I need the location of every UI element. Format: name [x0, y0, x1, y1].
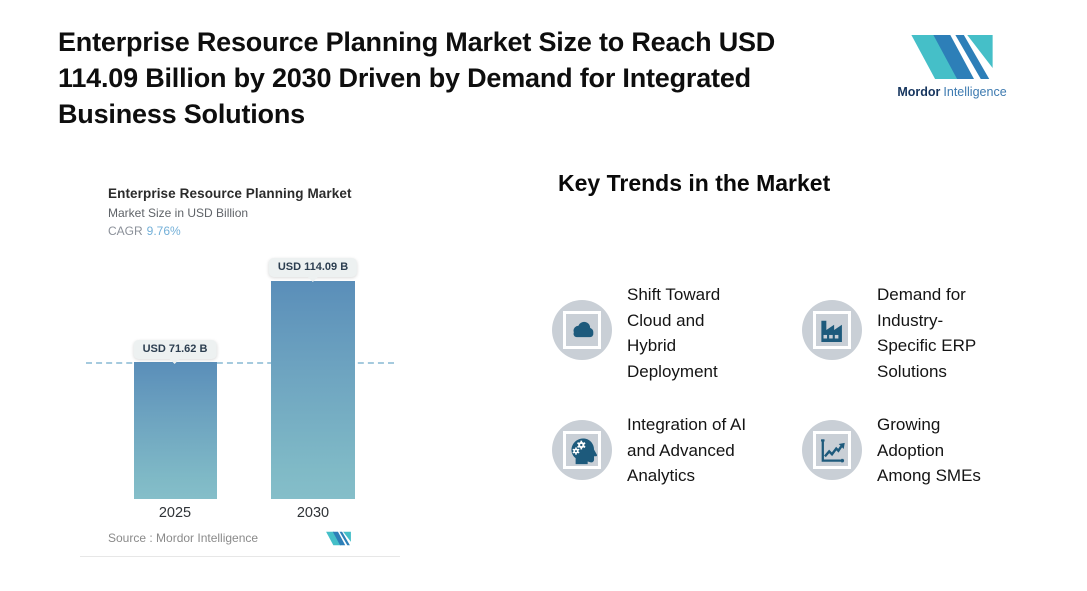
trends-heading: Key Trends in the Market: [558, 170, 831, 196]
bar-2030: [271, 281, 355, 499]
source-attribution: Source : Mordor Intelligence: [108, 531, 259, 545]
market-size-chart-card: Enterprise Resource Planning Market Mark…: [80, 165, 400, 557]
factory-icon: [821, 320, 842, 343]
trend-item-sme-text: Growing Adoption Among SMEs: [877, 412, 981, 489]
source-logo-icon: [326, 531, 351, 546]
chart-subtitle: Market Size in USD Billion: [108, 206, 249, 220]
trend-line: and Advanced: [627, 440, 735, 460]
icon-frame: [813, 311, 851, 349]
trend-line: Adoption: [877, 440, 945, 460]
trend-line: Deployment: [627, 361, 718, 381]
icon-frame: [563, 431, 601, 469]
trend-line: Specific ERP: [877, 336, 977, 355]
trend-item-ai-text: Integration of AI and Advanced Analytics: [627, 412, 746, 489]
trend-line: Hybrid: [627, 336, 677, 355]
chart-cagr: CAGR 9.76%: [108, 224, 181, 238]
page-title-line: Business Solutions: [58, 99, 305, 129]
page-title: Enterprise Resource Planning Market Size…: [58, 24, 858, 132]
brand-logo-text: Mordor Intelligence: [893, 85, 1011, 99]
value-label-2025: USD 71.62 B: [133, 340, 217, 359]
trend-line: Among SMEs: [877, 466, 981, 485]
brand-name-bold: Mordor: [897, 85, 941, 99]
trend-line: Integration of AI: [627, 415, 747, 434]
icon-frame: [813, 431, 851, 469]
trend-line: Growing: [877, 415, 941, 434]
trend-item-factory-text: Demand for Industry- Specific ERP Soluti…: [877, 282, 976, 384]
trend-line: Cloud and: [627, 310, 705, 330]
trend-icon-factory: [802, 300, 862, 360]
trend-line: Analytics: [627, 466, 696, 485]
page-title-line: 114.09 Billion by 2030 Driven by Demand …: [58, 63, 751, 93]
x-axis-label-2030: 2030: [296, 505, 330, 521]
mordor-intelligence-logo-icon: [911, 35, 993, 79]
head-gears-icon: [571, 438, 598, 465]
trend-line: Demand for: [877, 285, 966, 304]
bar-2025: [134, 362, 217, 499]
chart-title: Enterprise Resource Planning Market: [108, 186, 352, 201]
trend-line: Shift Toward: [627, 285, 721, 304]
trend-icon-growth: [802, 420, 862, 480]
cloud-icon: [573, 321, 594, 338]
trend-line: Solutions: [877, 361, 947, 381]
brand-name-regular: Intelligence: [943, 85, 1007, 99]
brand-logo: Mordor Intelligence: [893, 32, 1011, 99]
growth-chart-icon: [821, 439, 845, 463]
page-title-line: Enterprise Resource Planning Market Size…: [58, 27, 776, 57]
value-label-2030: USD 114.09 B: [268, 258, 358, 277]
reference-dashed-line: [86, 362, 394, 364]
trend-icon-ai-head: [552, 420, 612, 480]
trend-line: Industry-: [877, 310, 944, 330]
trend-item-cloud-text: Shift Toward Cloud and Hybrid Deployment: [627, 282, 720, 384]
icon-frame: [563, 311, 601, 349]
x-axis-label-2025: 2025: [158, 505, 192, 521]
trend-icon-cloud: [552, 300, 612, 360]
cagr-label: CAGR: [108, 224, 143, 238]
cagr-value: 9.76%: [146, 224, 181, 238]
